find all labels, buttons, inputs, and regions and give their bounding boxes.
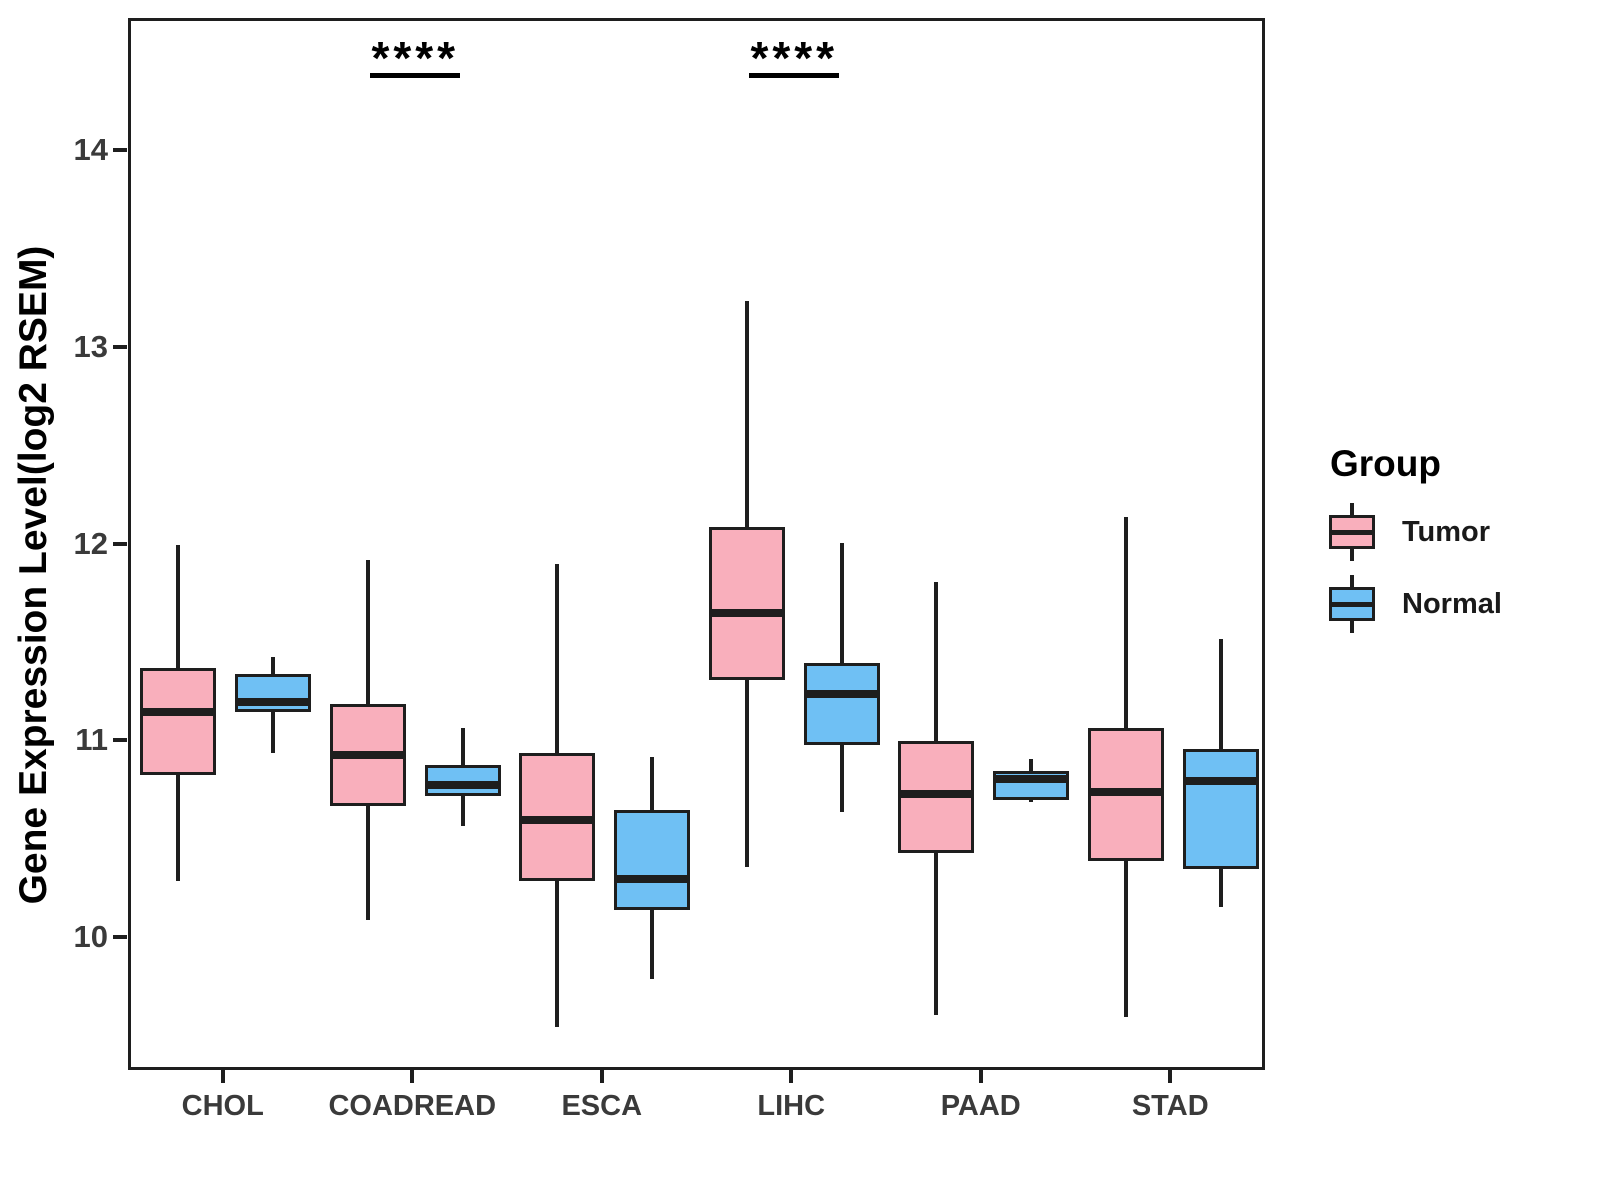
- normal-box: [803, 662, 880, 746]
- plot-panel: **** ****: [113, 18, 1265, 1083]
- tumor-box: [140, 668, 217, 775]
- median-line: [140, 707, 217, 716]
- legend: Group Tumor Normal: [1328, 443, 1598, 647]
- median-line: [1182, 776, 1259, 785]
- legend-label-tumor: Tumor: [1402, 515, 1491, 548]
- significance-bar: [370, 73, 461, 78]
- x-tick-mark: [789, 1070, 794, 1083]
- y-tick-label: 12: [73, 525, 108, 561]
- y-tick-label: 13: [73, 328, 108, 364]
- y-tick-mark: [113, 541, 127, 546]
- median-line: [329, 751, 406, 760]
- key-median: [1329, 602, 1375, 607]
- median-line: [424, 780, 501, 789]
- median-line: [993, 774, 1070, 783]
- x-tick-mark: [978, 1070, 983, 1083]
- median-line: [519, 815, 596, 824]
- normal-box: [1182, 749, 1259, 870]
- x-tick-mark: [599, 1070, 604, 1083]
- y-tick-label: 11: [75, 722, 108, 758]
- key-median: [1329, 530, 1375, 535]
- x-axis-label: PAAD: [940, 1090, 1021, 1122]
- x-axis-label: STAD: [1131, 1090, 1209, 1122]
- legend-entry-tumor: Tumor: [1328, 503, 1598, 561]
- y-tick-mark: [113, 935, 127, 939]
- x-axis-label: CHOL: [181, 1090, 264, 1122]
- significance-bar: [749, 73, 840, 78]
- y-tick-label: 10: [73, 919, 108, 954]
- median-line: [898, 790, 975, 799]
- y-tick-label: 14: [73, 132, 108, 167]
- x-tick-mark: [410, 1070, 415, 1083]
- y-tick-mark: [113, 344, 127, 349]
- y-tick-mark: [113, 738, 127, 743]
- x-axis-label: COADREAD: [328, 1090, 497, 1122]
- legend-entry-normal: Normal: [1328, 575, 1598, 633]
- legend-title: Group: [1330, 443, 1441, 484]
- y-tick-mark: [113, 148, 127, 152]
- normal-boxplot-key-icon: [1328, 575, 1376, 633]
- x-tick-mark: [220, 1070, 225, 1083]
- normal-box: [614, 810, 691, 911]
- median-line: [1087, 788, 1164, 797]
- tumor-boxplot-key-icon: [1328, 503, 1376, 561]
- tumor-box: [708, 526, 785, 681]
- x-tick-mark: [1168, 1070, 1173, 1083]
- normal-box: [235, 674, 312, 712]
- legend-label-normal: Normal: [1402, 587, 1502, 620]
- x-axis-label: LIHC: [757, 1090, 826, 1122]
- median-line: [614, 875, 691, 883]
- median-line: [235, 697, 312, 706]
- x-axis-label: ESCA: [561, 1090, 643, 1122]
- median-line: [803, 690, 880, 699]
- median-line: [708, 609, 785, 618]
